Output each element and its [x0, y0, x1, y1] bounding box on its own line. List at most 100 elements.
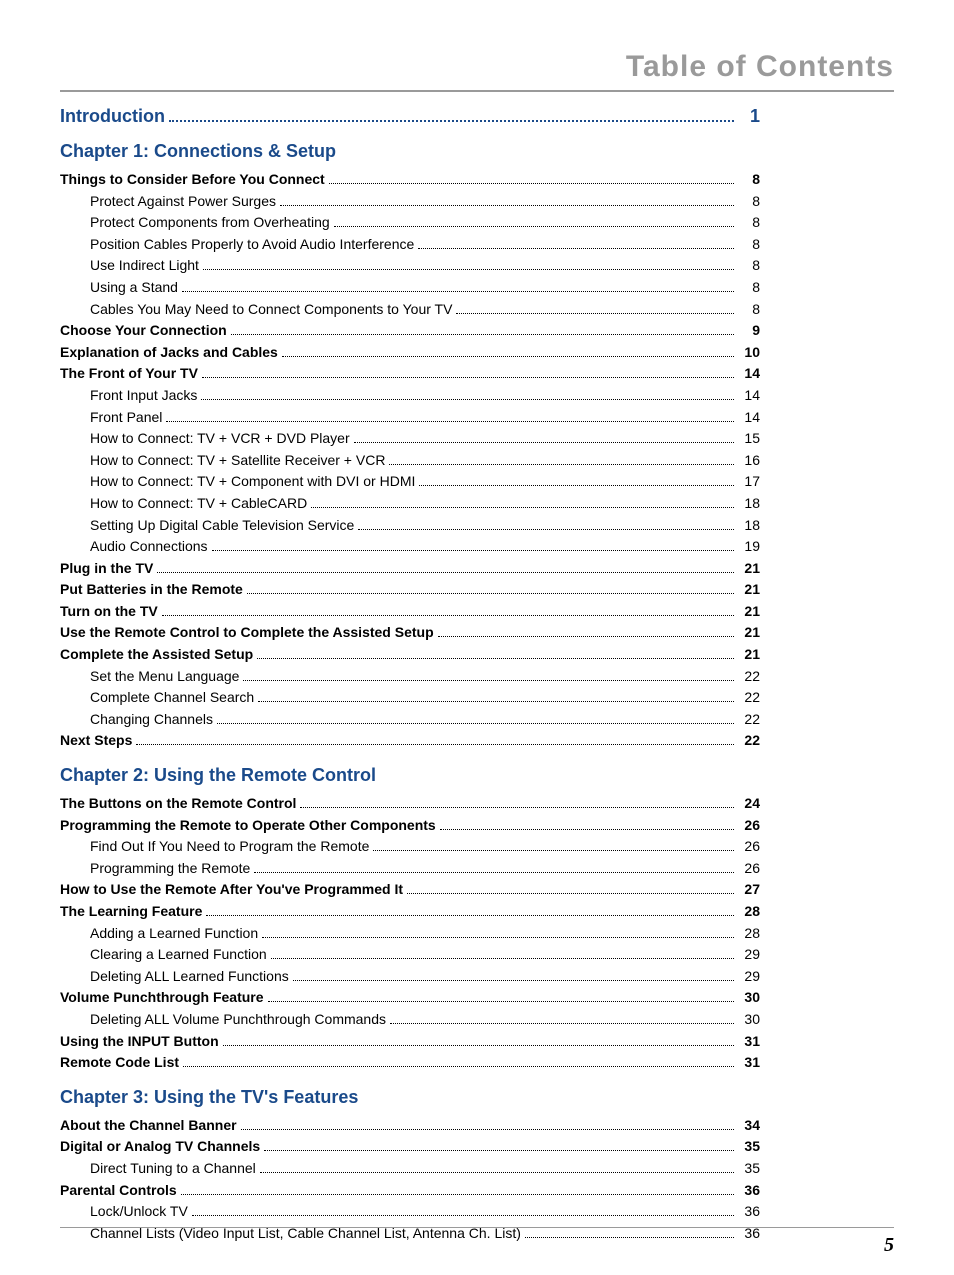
toc-entry-page: 31	[738, 1032, 760, 1052]
toc-entry-page: 30	[738, 1010, 760, 1030]
toc-leader	[390, 1023, 734, 1024]
toc-entry-label: Turn on the TV	[60, 602, 158, 622]
toc-row: Programming the Remote to Operate Other …	[60, 816, 760, 836]
toc-row: Audio Connections19	[60, 537, 760, 557]
toc-entry-page: 35	[738, 1137, 760, 1157]
toc-entry-page: 21	[738, 580, 760, 600]
toc-leader	[300, 807, 734, 808]
toc-entry-page: 21	[738, 623, 760, 643]
toc-leader	[183, 1066, 734, 1067]
toc-entry-page: 15	[738, 429, 760, 449]
toc-entry-page: 14	[738, 364, 760, 384]
toc-leader	[373, 850, 734, 851]
toc-intro-row: Introduction 1	[60, 106, 760, 127]
toc-row: Turn on the TV21	[60, 602, 760, 622]
toc-entry-page: 18	[738, 516, 760, 536]
toc-leader	[389, 464, 734, 465]
toc-leader	[268, 1001, 734, 1002]
toc-leader	[260, 1172, 734, 1173]
toc-entry-page: 18	[738, 494, 760, 514]
toc-entry-page: 26	[738, 816, 760, 836]
toc-entry-page: 34	[738, 1116, 760, 1136]
toc-entry-label: Put Batteries in the Remote	[60, 580, 243, 600]
toc-row: How to Connect: TV + CableCARD18	[60, 494, 760, 514]
toc-leader	[243, 680, 734, 681]
toc-entry-label: Deleting ALL Learned Functions	[90, 967, 289, 987]
toc-row: Remote Code List 31	[60, 1053, 760, 1073]
toc-entry-page: 10	[738, 343, 760, 363]
toc-leader	[456, 313, 734, 314]
toc-entry-label: How to Connect: TV + VCR + DVD Player	[90, 429, 350, 449]
toc-entry-label: Using a Stand	[90, 278, 178, 298]
toc-leader	[192, 1215, 734, 1216]
toc-leader	[201, 399, 734, 400]
page-footer: 5	[60, 1227, 894, 1257]
toc-row: How to Connect: TV + Component with DVI …	[60, 472, 760, 492]
toc-entry-label: Use Indirect Light	[90, 256, 199, 276]
toc-entry-label: Protect Components from Overheating	[90, 213, 330, 233]
toc-entry-page: 21	[738, 645, 760, 665]
toc-row: Parental Controls 36	[60, 1181, 760, 1201]
toc-row: Changing Channels22	[60, 710, 760, 730]
page-title: Table of Contents	[60, 50, 894, 84]
toc-entry-page: 14	[738, 408, 760, 428]
toc-entry-label: Complete the Assisted Setup	[60, 645, 253, 665]
toc-leader	[166, 421, 734, 422]
toc-row: Setting Up Digital Cable Television Serv…	[60, 516, 760, 536]
toc-entry-label: About the Channel Banner	[60, 1116, 237, 1136]
toc-entry-label: Position Cables Properly to Avoid Audio …	[90, 235, 414, 255]
toc-entry-label: Parental Controls	[60, 1181, 177, 1201]
toc-row: Deleting ALL Learned Functions29	[60, 967, 760, 987]
toc-entry-label: Remote Code List	[60, 1053, 179, 1073]
toc-row: Complete Channel Search22	[60, 688, 760, 708]
toc-leader	[157, 572, 734, 573]
toc-row: Digital or Analog TV Channels35	[60, 1137, 760, 1157]
toc-entry-label: Deleting ALL Volume Punchthrough Command…	[90, 1010, 386, 1030]
toc-entry-label: Protect Against Power Surges	[90, 192, 276, 212]
toc-entry-label: Using the INPUT Button	[60, 1032, 219, 1052]
toc-entry-label: The Buttons on the Remote Control	[60, 794, 296, 814]
toc-row: Use the Remote Control to Complete the A…	[60, 623, 760, 643]
toc-entry-page: 31	[738, 1053, 760, 1073]
toc-entry-page: 17	[738, 472, 760, 492]
toc-entry-label: How to Use the Remote After You've Progr…	[60, 880, 403, 900]
toc-entry-label: Next Steps	[60, 731, 132, 751]
toc-entry-label: Front Panel	[90, 408, 162, 428]
toc-entry-page: 8	[738, 300, 760, 320]
toc-row: How to Connect: TV + Satellite Receiver …	[60, 451, 760, 471]
toc-row: Volume Punchthrough Feature30	[60, 988, 760, 1008]
toc-entry-page: 36	[738, 1181, 760, 1201]
toc-entry-label: The Learning Feature	[60, 902, 202, 922]
toc-row: Protect Components from Overheating8	[60, 213, 760, 233]
toc-row: Cables You May Need to Connect Component…	[60, 300, 760, 320]
toc-leader	[212, 550, 734, 551]
toc-entry-page: 16	[738, 451, 760, 471]
toc-leader	[247, 593, 734, 594]
toc-leader	[407, 893, 734, 894]
toc-leader	[181, 1194, 734, 1195]
page: Table of Contents Introduction 1 Chapter…	[0, 0, 954, 1275]
toc-entry-label: Cables You May Need to Connect Component…	[90, 300, 452, 320]
toc-entry-page: 29	[738, 945, 760, 965]
toc-leader	[136, 744, 734, 745]
toc-leader	[354, 442, 734, 443]
toc-row: Protect Against Power Surges8	[60, 192, 760, 212]
toc-leader	[334, 226, 734, 227]
toc-entry-page: 26	[738, 837, 760, 857]
toc-entry-page: 21	[738, 559, 760, 579]
toc-entry-label: Introduction	[60, 106, 165, 127]
toc-leader	[419, 485, 734, 486]
header-rule	[60, 90, 894, 92]
toc-entry-label: Set the Menu Language	[90, 667, 239, 687]
toc-row: Clearing a Learned Function29	[60, 945, 760, 965]
toc-row: Explanation of Jacks and Cables 10	[60, 343, 760, 363]
toc-entry-label: Explanation of Jacks and Cables	[60, 343, 278, 363]
toc-leader	[438, 636, 734, 637]
toc-leader	[280, 205, 734, 206]
toc-entry-page: 24	[738, 794, 760, 814]
toc-leader	[271, 958, 734, 959]
toc-row: Using a Stand8	[60, 278, 760, 298]
toc-entry-page: 22	[738, 688, 760, 708]
toc-row: Find Out If You Need to Program the Remo…	[60, 837, 760, 857]
toc-row: The Front of Your TV14	[60, 364, 760, 384]
